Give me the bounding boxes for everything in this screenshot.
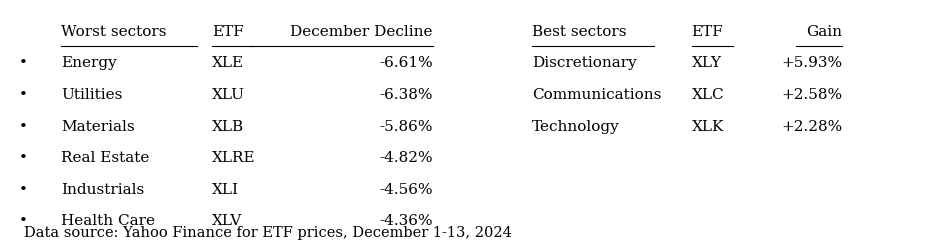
Text: Worst sectors: Worst sectors: [61, 25, 167, 39]
Text: XLI: XLI: [212, 183, 239, 197]
Text: Best sectors: Best sectors: [532, 25, 626, 39]
Text: Real Estate: Real Estate: [61, 151, 150, 165]
Text: Energy: Energy: [61, 56, 117, 70]
Text: •: •: [19, 120, 28, 134]
Text: Gain: Gain: [806, 25, 842, 39]
Text: XLV: XLV: [212, 214, 242, 228]
Text: •: •: [19, 56, 28, 70]
Text: Communications: Communications: [532, 88, 661, 102]
Text: Industrials: Industrials: [61, 183, 144, 197]
Text: •: •: [19, 151, 28, 165]
Text: •: •: [19, 183, 28, 197]
Text: Materials: Materials: [61, 120, 135, 134]
Text: Health Care: Health Care: [61, 214, 155, 228]
Text: XLK: XLK: [692, 120, 724, 134]
Text: •: •: [19, 88, 28, 102]
Text: -4.82%: -4.82%: [379, 151, 433, 165]
Text: Data source: Yahoo Finance for ETF prices, December 1-13, 2024: Data source: Yahoo Finance for ETF price…: [24, 226, 511, 240]
Text: Discretionary: Discretionary: [532, 56, 636, 70]
Text: XLB: XLB: [212, 120, 244, 134]
Text: -6.38%: -6.38%: [379, 88, 433, 102]
Text: XLRE: XLRE: [212, 151, 255, 165]
Text: ETF: ETF: [692, 25, 724, 39]
Text: +2.58%: +2.58%: [781, 88, 842, 102]
Text: -5.86%: -5.86%: [379, 120, 433, 134]
Text: Technology: Technology: [532, 120, 619, 134]
Text: XLC: XLC: [692, 88, 725, 102]
Text: -4.36%: -4.36%: [379, 214, 433, 228]
Text: December Decline: December Decline: [291, 25, 433, 39]
Text: XLY: XLY: [692, 56, 722, 70]
Text: XLE: XLE: [212, 56, 244, 70]
Text: -6.61%: -6.61%: [379, 56, 433, 70]
Text: +5.93%: +5.93%: [781, 56, 842, 70]
Text: ETF: ETF: [212, 25, 244, 39]
Text: •: •: [19, 214, 28, 228]
Text: +2.28%: +2.28%: [781, 120, 842, 134]
Text: XLU: XLU: [212, 88, 245, 102]
Text: Utilities: Utilities: [61, 88, 122, 102]
Text: -4.56%: -4.56%: [379, 183, 433, 197]
